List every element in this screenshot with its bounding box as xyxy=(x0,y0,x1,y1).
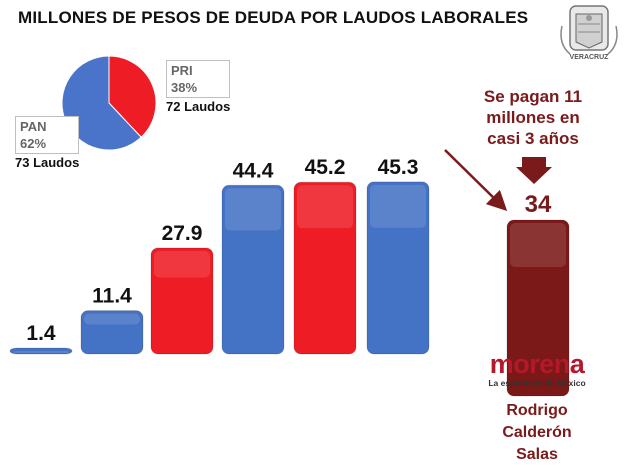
pan-percent: 62% xyxy=(20,136,47,151)
pan-party: PAN xyxy=(20,119,47,134)
note-line-3: casi 3 años xyxy=(487,129,579,148)
bar-highlight xyxy=(370,184,426,228)
bar-value-label-3: 27.9 xyxy=(162,222,203,245)
pri-percent: 38% xyxy=(171,80,198,95)
veracruz-seal-icon xyxy=(560,5,618,55)
morena-tagline: La esperanza de México xyxy=(488,378,586,388)
pie-label-pri: PRI 38% 72 Laudos xyxy=(166,60,231,115)
chart-title: MILLONES DE PESOS DE DEUDA POR LAUDOS LA… xyxy=(18,8,529,27)
pointer-arrow xyxy=(444,149,508,212)
bar-2 xyxy=(80,310,144,355)
morena-wordmark: morena xyxy=(489,349,585,379)
bar-highlight xyxy=(510,223,566,267)
person-name: Rodrigo Calderón Salas xyxy=(482,400,592,466)
bar-highlight xyxy=(225,188,281,231)
pie-label-pan: PAN 62% 73 Laudos xyxy=(15,116,80,171)
bar-6 xyxy=(366,181,430,355)
bar-4 xyxy=(221,184,285,355)
bar-value-label-1: 1.4 xyxy=(26,322,56,345)
bar-highlight xyxy=(13,351,69,353)
note-line-1: Se pagan 11 xyxy=(483,87,583,106)
bar-highlight xyxy=(297,185,353,229)
bar-value-label-6: 45.3 xyxy=(378,156,419,179)
person-line-2: Calderón xyxy=(502,424,572,441)
person-line-3: Salas xyxy=(516,446,558,463)
person-line-1: Rodrigo xyxy=(506,402,568,419)
bar-5 xyxy=(293,181,357,355)
bar-3 xyxy=(150,247,214,355)
bar-7 xyxy=(506,219,570,397)
note-line-2: millones en xyxy=(486,108,580,127)
pri-party: PRI xyxy=(171,63,193,78)
bar-value-label-7: 34 xyxy=(525,191,552,218)
bar-value-label-5: 45.2 xyxy=(305,156,346,179)
seal-caption: VERACRUZ xyxy=(569,54,609,61)
pri-laudos: 72 Laudos xyxy=(166,99,231,114)
payment-note: Se pagan 11 millones en casi 3 años xyxy=(458,86,608,149)
bar-value-label-4: 44.4 xyxy=(233,159,274,182)
pan-laudos: 73 Laudos xyxy=(15,155,80,170)
down-arrow-icon xyxy=(516,157,552,184)
bar-highlight xyxy=(84,313,140,325)
bar-highlight xyxy=(154,250,210,278)
pie-slice-pri xyxy=(108,55,157,138)
morena-logo: morena La esperanza de México xyxy=(482,350,592,388)
bar-value-label-2: 11.4 xyxy=(92,285,132,308)
bar-1 xyxy=(9,347,73,355)
bars: 1.4 11.4 27.9 44.4 45.2 45.3 34 xyxy=(9,156,570,397)
